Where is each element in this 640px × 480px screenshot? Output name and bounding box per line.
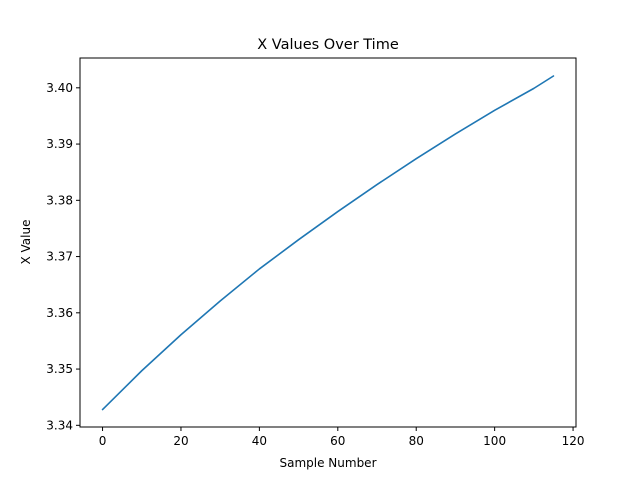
- y-axis-label: X Value: [19, 220, 33, 265]
- y-tick-label: 3.38: [46, 193, 73, 207]
- y-tick-label: 3.40: [46, 81, 73, 95]
- axes-frame: [79, 57, 577, 428]
- y-tick-label: 3.35: [46, 362, 73, 376]
- x-tick-label: 100: [483, 434, 506, 448]
- plot-area: [101, 75, 555, 411]
- x-tick-label: 0: [99, 434, 107, 448]
- y-tick-label: 3.39: [46, 137, 73, 151]
- x-tick-label: 120: [562, 434, 585, 448]
- y-axis-ticks: 3.34 3.35 3.36 3.37 3.38 3.39 3.40: [46, 81, 80, 432]
- x-tick-label: 60: [330, 434, 345, 448]
- y-tick-label: 3.36: [46, 306, 73, 320]
- x-tick-label: 20: [173, 434, 188, 448]
- chart-title: X Values Over Time: [257, 37, 399, 53]
- x-axis-label: Sample Number: [279, 456, 376, 470]
- x-tick-label: 80: [409, 434, 424, 448]
- series-line: [101, 75, 555, 411]
- x-tick-label: 40: [252, 434, 267, 448]
- x-axis-ticks: 0 20 40 60 80 100 120: [99, 427, 585, 448]
- y-tick-label: 3.37: [46, 250, 73, 264]
- y-tick-label: 3.34: [46, 418, 73, 432]
